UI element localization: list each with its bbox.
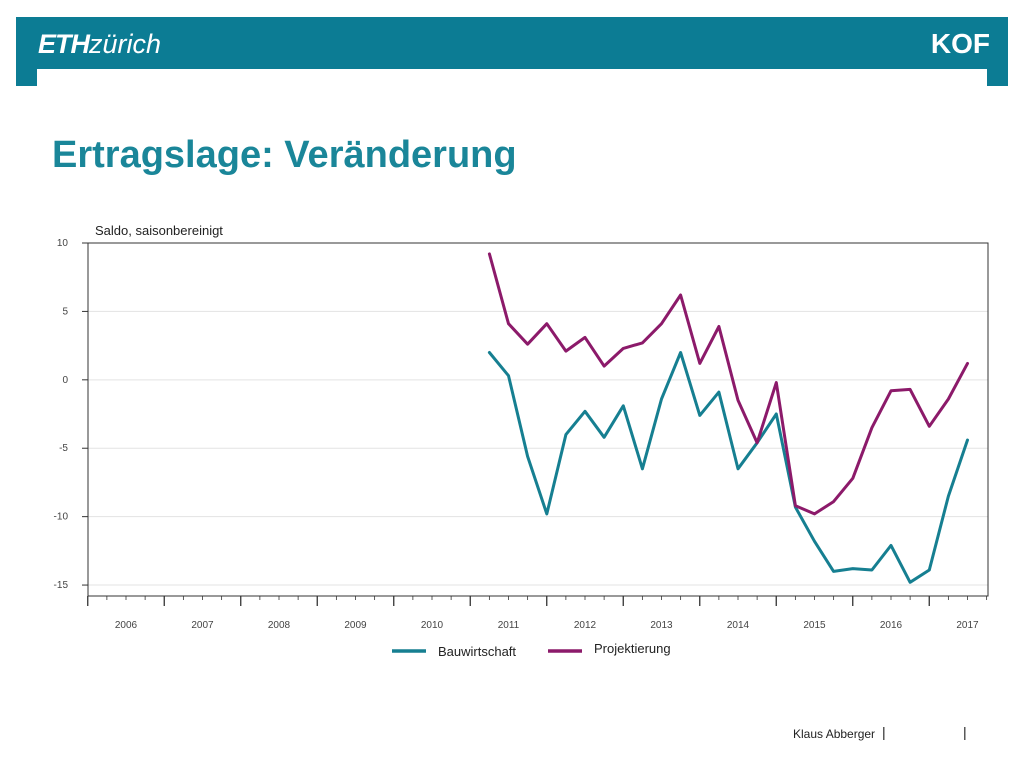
x-tick-label: 2013 xyxy=(650,620,673,631)
x-tick-label: 2010 xyxy=(421,620,444,631)
page-title: Ertragslage: Veränderung xyxy=(52,134,517,176)
y-tick-label: -15 xyxy=(54,580,69,591)
y-tick-label: 5 xyxy=(62,306,68,317)
eth-zurich-logo: ETHzürich xyxy=(38,27,161,61)
x-tick-label: 2012 xyxy=(574,620,597,631)
legend-label-bauwirtschaft: Bauwirtschaft xyxy=(438,644,516,659)
footer-separator-left: | xyxy=(882,724,886,740)
x-tick-label: 2006 xyxy=(115,620,138,631)
x-tick-label: 2009 xyxy=(344,620,367,631)
x-tick-label: 2014 xyxy=(727,620,750,631)
kof-logo: KOF xyxy=(930,28,990,59)
x-tick-label: 2008 xyxy=(268,620,291,631)
x-tick-label: 2015 xyxy=(803,620,826,631)
y-tick-label: -5 xyxy=(59,443,68,454)
header-stub-left xyxy=(16,69,37,86)
x-tick-label: 2017 xyxy=(956,620,979,631)
series-line-projektierung xyxy=(487,252,969,516)
y-axis-label: Saldo, saisonbereinigt xyxy=(95,223,223,238)
y-tick-label: 10 xyxy=(57,238,69,249)
footer-author: Klaus Abberger xyxy=(793,727,876,741)
plot-frame xyxy=(87,242,989,597)
series-line-bauwirtschaft xyxy=(487,351,969,584)
x-tick-label: 2016 xyxy=(880,620,903,631)
x-tick-label: 2007 xyxy=(191,620,214,631)
eth-logo-bold: ETH xyxy=(38,29,90,59)
x-tick-label: 2011 xyxy=(498,620,520,631)
header-bar xyxy=(16,17,1008,69)
footer-separator-right: | xyxy=(963,724,967,740)
eth-logo-light: zürich xyxy=(89,29,162,59)
legend-label-projektierung: Projektierung xyxy=(594,641,671,656)
y-tick-label: -10 xyxy=(54,512,69,523)
y-tick-label: 0 xyxy=(62,375,68,386)
header-stub-right xyxy=(987,69,1008,86)
